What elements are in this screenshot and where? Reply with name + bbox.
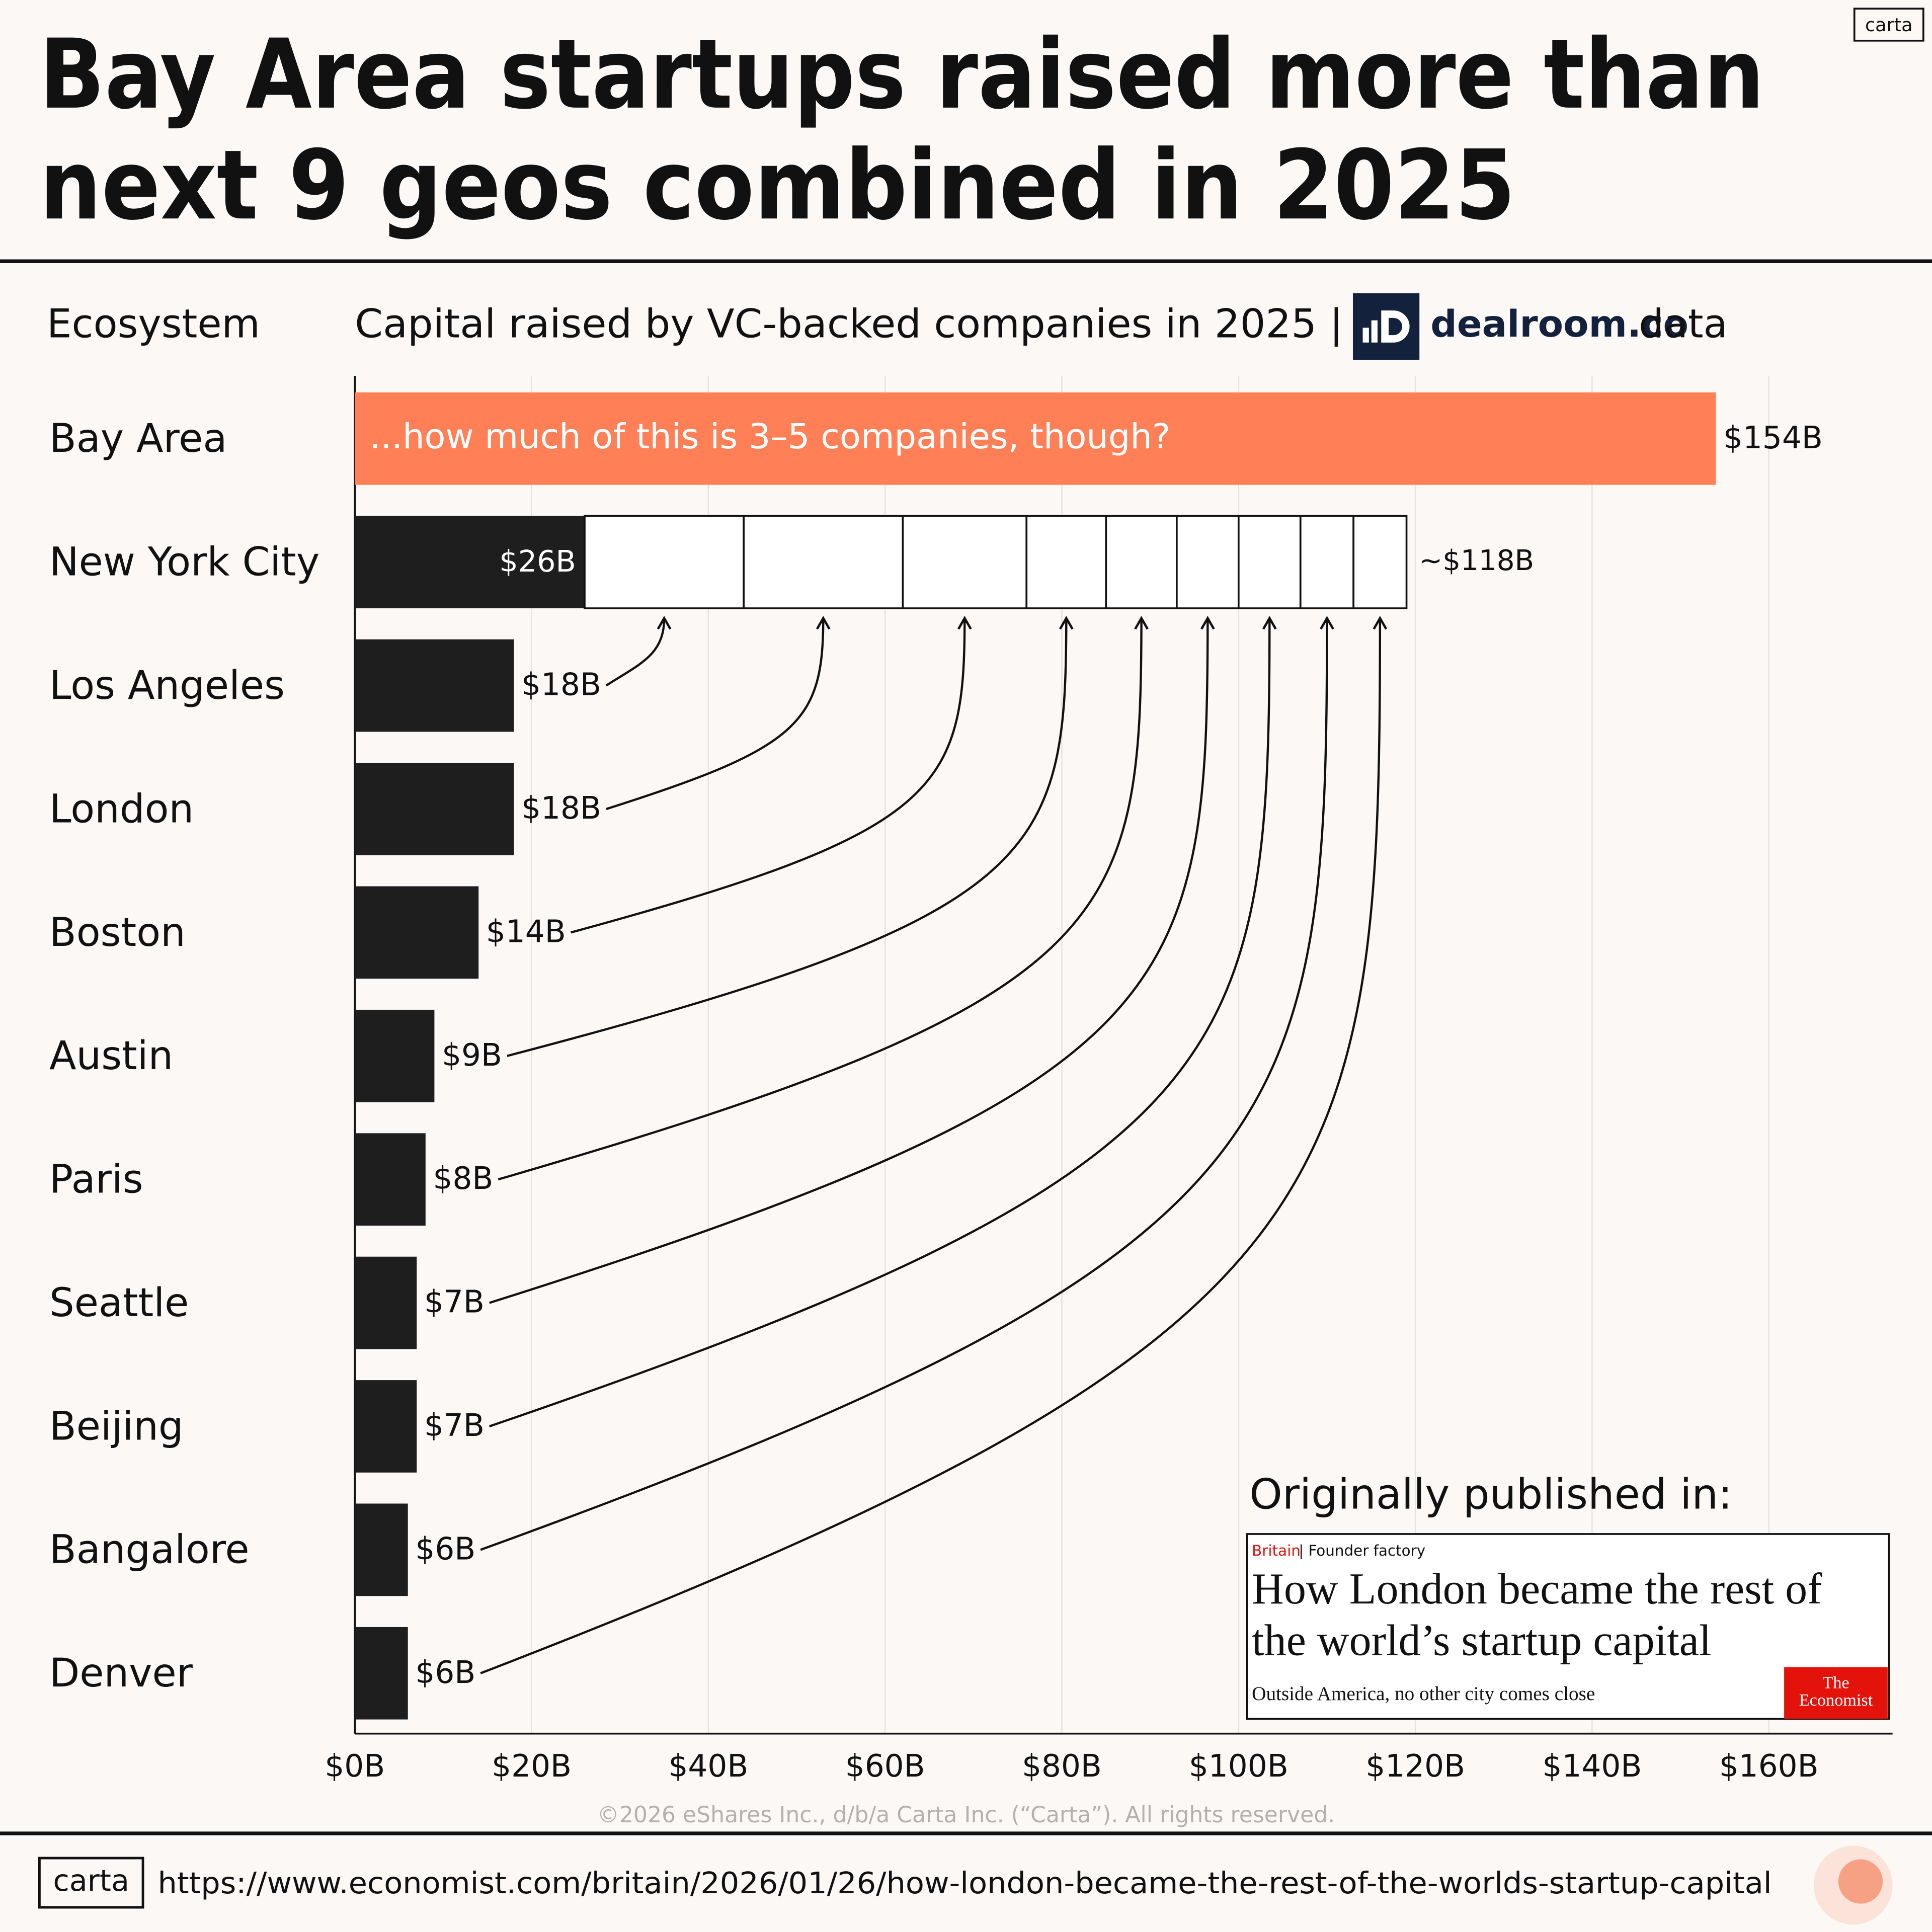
y-tick-label: New York City — [49, 539, 319, 585]
connector-arrow — [480, 615, 1388, 1674]
plot: $0B $20B $40B $60B $80B $100B $120B $140B $160B B… — [49, 375, 1893, 1784]
x-tick-label: $40B — [668, 1748, 748, 1784]
x-tick-label: $100B — [1189, 1748, 1289, 1784]
article-headline: the world’s startup capital — [1252, 1616, 1711, 1665]
connector-arrow — [489, 615, 1277, 1428]
connector-arrow — [489, 615, 1215, 1304]
y-tick-label: Paris — [49, 1157, 143, 1202]
connector-arrow — [605, 615, 672, 687]
value-label: $18B — [521, 790, 601, 826]
chart-title: Bay Area startups raised more than — [39, 19, 1764, 131]
connector-arrow — [480, 615, 1334, 1551]
logo-box — [38, 1857, 144, 1909]
chart-title: next 9 geos combined in 2025 — [39, 130, 1515, 242]
y-tick-label: Bay Area — [49, 416, 227, 461]
stack-segment — [1025, 515, 1107, 609]
source-logo-mark — [1381, 310, 1410, 343]
x-tick-label: $160B — [1719, 1748, 1819, 1784]
source-logo: dealroom.co — [1430, 303, 1688, 346]
stack-total-label: ~$118B — [1419, 544, 1534, 577]
x-tick-label: $80B — [1022, 1748, 1102, 1784]
logo-box — [1853, 8, 1924, 42]
value-label: $154B — [1723, 420, 1823, 456]
stack-segment — [1105, 515, 1178, 609]
x-tick-label: $120B — [1365, 1748, 1465, 1784]
x-tick-label: $20B — [492, 1748, 572, 1784]
source-suffix: data — [1639, 301, 1728, 347]
y-tick-label: Beijing — [49, 1403, 184, 1449]
value-label: $6B — [415, 1655, 475, 1691]
bar — [355, 886, 479, 979]
x-tick-label: $140B — [1543, 1748, 1642, 1784]
article-rubric: | Founder factory — [1299, 1542, 1425, 1560]
stack-segment — [584, 515, 745, 609]
bar — [355, 763, 514, 855]
brand-logo: carta — [1865, 14, 1913, 36]
stack-segment — [743, 515, 904, 609]
y-tick-label: Austin — [49, 1033, 173, 1079]
y-tick-label: Denver — [49, 1650, 193, 1696]
y-tick-label: Boston — [49, 910, 186, 955]
article-card — [1246, 1533, 1890, 1720]
source-logo-mark — [1362, 328, 1369, 343]
value-label: $6B — [415, 1531, 475, 1567]
value-label: $7B — [424, 1408, 485, 1443]
decoration — [1838, 1859, 1883, 1904]
value-label: $8B — [433, 1161, 494, 1196]
bar — [355, 1380, 417, 1473]
connector-arrow — [507, 615, 1074, 1057]
bar — [355, 639, 514, 732]
value-label: $7B — [424, 1284, 485, 1320]
value-label: $26B — [499, 544, 576, 579]
stack-segment — [1299, 515, 1354, 609]
stack-segment — [1352, 515, 1408, 609]
article-standfirst: Outside America, no other city comes clo… — [1252, 1683, 1595, 1705]
bar — [355, 1133, 426, 1226]
x-tick-label: $60B — [845, 1748, 925, 1784]
bar — [355, 516, 585, 609]
y-tick-label: Bangalore — [49, 1527, 250, 1573]
bar — [355, 1256, 417, 1349]
value-label: $18B — [521, 667, 601, 703]
y-tick-label: Los Angeles — [49, 663, 285, 708]
bar — [355, 392, 1716, 485]
y-tick-label: London — [49, 786, 194, 832]
footer-url[interactable]: https://www.economist.com/britain/2026/0… — [157, 1866, 1772, 1900]
article-section: Britain — [1252, 1542, 1301, 1559]
stack-segment — [1237, 515, 1302, 609]
economist-logo-text: Economist — [1799, 1691, 1873, 1710]
bar — [355, 1627, 408, 1720]
x-tick-label: $0B — [325, 1748, 385, 1784]
source-logo-mark — [1371, 320, 1378, 343]
subtitle: Capital raised by VC-backed companies in… — [355, 301, 1343, 347]
publication-heading: Originally published in: — [1249, 1470, 1732, 1518]
y-tick-label: Seattle — [49, 1280, 189, 1326]
economist-logo-text: The — [1822, 1673, 1849, 1693]
category-header: Ecosystem — [47, 301, 260, 347]
connector-arrow — [606, 615, 831, 811]
connector-arrow — [570, 615, 972, 934]
bar — [355, 1503, 408, 1596]
value-label: $9B — [442, 1037, 502, 1073]
footer-brand: carta — [53, 1863, 129, 1898]
connector-arrow — [498, 615, 1149, 1181]
stack-segment — [902, 515, 1028, 609]
bar — [355, 1009, 435, 1102]
stack-segment — [1176, 515, 1240, 609]
annotation: ...how much of this is 3–5 companies, th… — [370, 417, 1171, 457]
economist-logo — [1784, 1667, 1888, 1719]
article-headline: How London became the rest of — [1252, 1564, 1822, 1614]
copyright: ©2026 eShares Inc., d/b/a Carta Inc. (“C… — [597, 1802, 1335, 1828]
value-label: $14B — [486, 914, 566, 949]
